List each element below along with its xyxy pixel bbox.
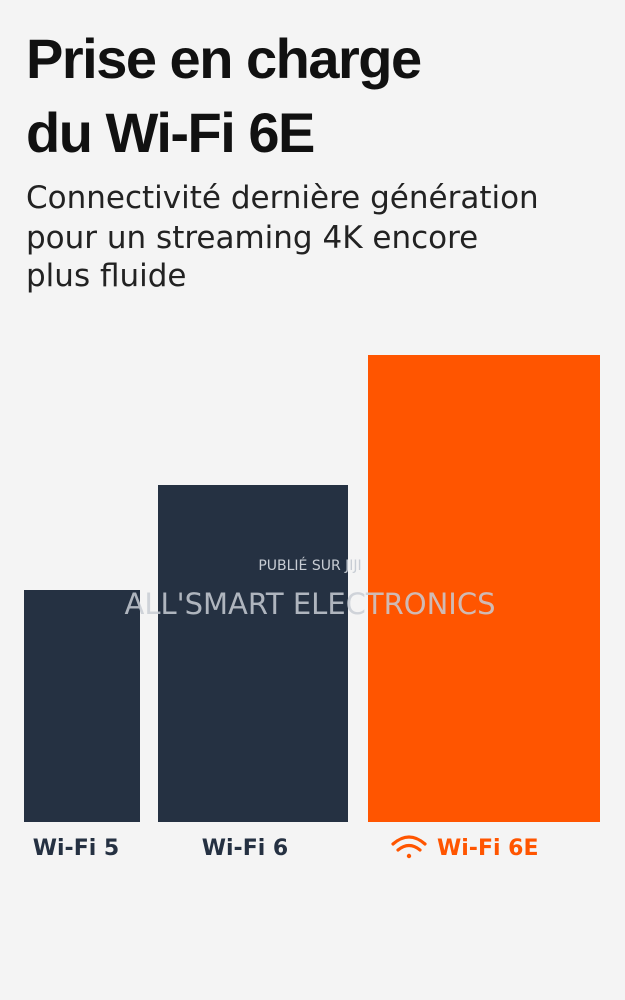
- watermark: PUBLIÉ SUR JIJI: [258, 557, 361, 574]
- bar-label: Wi-Fi 6: [202, 836, 288, 861]
- title-line: Prise en charge: [26, 27, 421, 90]
- subtitle-line: pour un streaming 4K encore: [26, 220, 478, 256]
- watermark: ALL'SMART ELECTRONICS: [124, 587, 495, 621]
- bar-label: Wi-Fi 5: [33, 836, 119, 861]
- subtitle-line: Connectivité dernière génération: [26, 180, 539, 216]
- bar: [368, 355, 600, 822]
- subtitle-line: plus fluide: [26, 258, 186, 294]
- bar: [24, 590, 140, 822]
- bar-label: Wi-Fi 6E: [437, 836, 539, 861]
- wifi-icon: [391, 835, 427, 859]
- title-line: du Wi-Fi 6E: [26, 101, 314, 164]
- bar: [158, 485, 348, 822]
